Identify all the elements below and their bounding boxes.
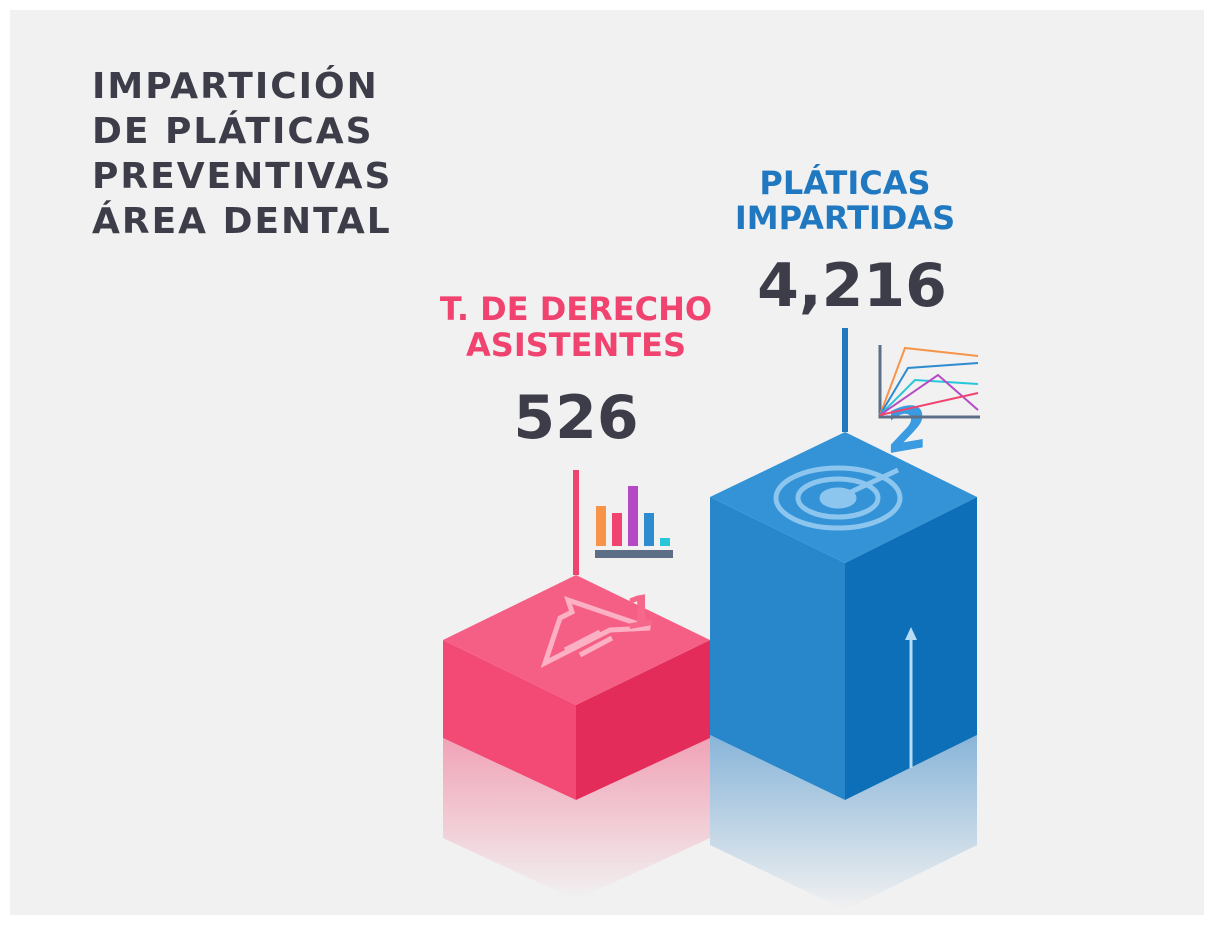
infographic: IMPARTICIÓN DE PLÁTICAS PREVENTIVAS ÁREA… (0, 0, 1214, 925)
page: IMPARTICIÓN DE PLÁTICAS PREVENTIVAS ÁREA… (0, 0, 1214, 925)
title-line: ÁREA DENTAL (92, 200, 392, 242)
label-line: IMPARTIDAS (735, 199, 955, 237)
label-line: T. DE DERECHO (440, 290, 712, 328)
label-line: PLÁTICAS (759, 164, 930, 202)
label-line: ASISTENTES (466, 326, 686, 364)
title-line: IMPARTICIÓN (92, 65, 379, 107)
value: 4,216 (757, 251, 947, 321)
value: 526 (513, 383, 638, 453)
rank: 1 (625, 585, 656, 641)
title-line: PREVENTIVAS (92, 156, 392, 197)
label: PLÁTICAS IMPARTIDAS (735, 164, 955, 237)
title-line: DE PLÁTICAS (92, 110, 374, 152)
label: T. DE DERECHO ASISTENTES (440, 290, 712, 364)
